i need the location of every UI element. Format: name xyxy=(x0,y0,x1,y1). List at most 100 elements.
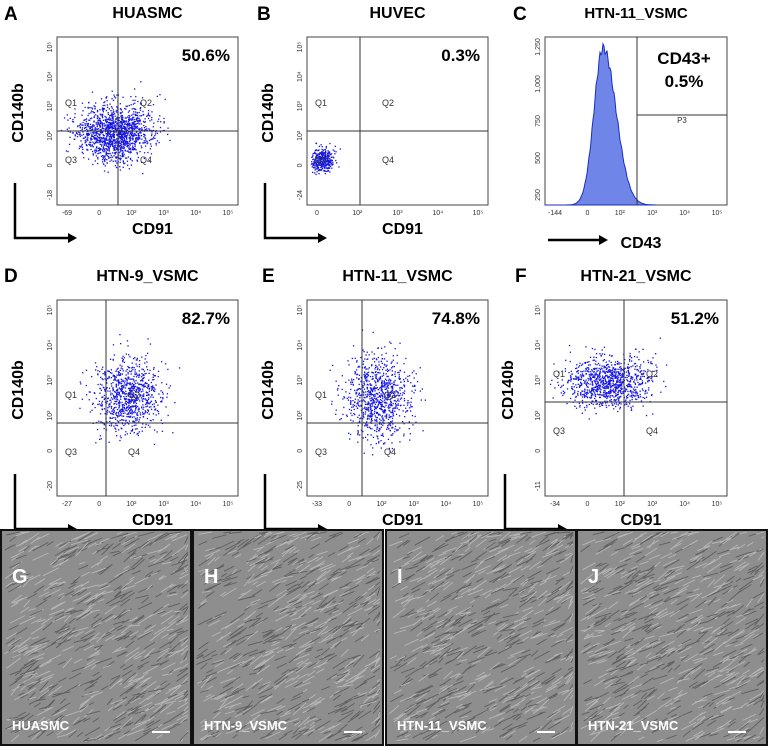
event-dot xyxy=(384,411,385,412)
y-tick-label: 250 xyxy=(535,189,542,201)
event-dot xyxy=(85,127,86,128)
event-dot xyxy=(597,387,598,388)
event-dot xyxy=(619,408,620,409)
event-dot xyxy=(618,363,619,364)
event-dot xyxy=(588,365,589,366)
event-dot xyxy=(120,410,121,411)
event-dot xyxy=(616,403,617,404)
event-dot xyxy=(91,111,92,112)
event-dot xyxy=(352,400,353,401)
event-dot xyxy=(370,408,371,409)
event-dot xyxy=(82,127,83,128)
event-dot xyxy=(93,146,94,147)
event-dot xyxy=(582,371,583,372)
event-dot xyxy=(636,369,637,370)
event-dot xyxy=(358,399,359,400)
event-dot xyxy=(398,409,399,410)
event-dot xyxy=(123,416,124,417)
event-dot xyxy=(568,380,569,381)
event-dot xyxy=(368,375,369,376)
event-dot xyxy=(610,395,611,396)
event-dot xyxy=(325,171,326,172)
event-dot xyxy=(323,166,324,167)
event-dot xyxy=(121,413,122,414)
event-dot xyxy=(604,383,605,384)
event-dot xyxy=(611,399,612,400)
event-dot xyxy=(164,121,165,122)
event-dot xyxy=(122,407,123,408)
event-dot xyxy=(381,402,382,403)
event-dot xyxy=(618,371,619,372)
event-dot xyxy=(111,115,112,116)
x-tick-label: 10⁴ xyxy=(440,501,451,508)
event-dot xyxy=(140,380,141,381)
event-dot xyxy=(368,418,369,419)
event-dot xyxy=(603,366,604,367)
percent-label: 0.3% xyxy=(441,46,480,65)
event-dot xyxy=(332,164,333,165)
event-dot xyxy=(584,397,585,398)
event-dot xyxy=(632,377,633,378)
event-dot xyxy=(115,121,116,122)
event-dot xyxy=(92,108,93,109)
event-dot xyxy=(325,173,326,174)
event-dot xyxy=(105,158,106,159)
y-tick-label: 0 xyxy=(535,449,542,453)
event-dot xyxy=(377,397,378,398)
event-dot xyxy=(365,380,366,381)
y-tick-label: 10⁵ xyxy=(47,305,54,316)
x-tick-label: 10⁴ xyxy=(679,501,690,508)
event-dot xyxy=(615,396,616,397)
event-dot xyxy=(144,371,145,372)
percent-label: 74.8% xyxy=(432,309,480,328)
event-dot xyxy=(121,146,122,147)
event-dot xyxy=(631,366,632,367)
event-dot xyxy=(645,383,646,384)
event-dot xyxy=(564,392,565,393)
event-dot xyxy=(386,366,387,367)
event-dot xyxy=(85,125,86,126)
event-dot xyxy=(100,377,101,378)
event-dot xyxy=(113,109,114,110)
event-dot xyxy=(389,414,390,415)
event-dot xyxy=(595,361,596,362)
event-dot xyxy=(367,359,368,360)
event-dot xyxy=(90,112,91,113)
event-dot xyxy=(89,399,90,400)
event-dot xyxy=(139,128,140,129)
event-dot xyxy=(131,127,132,128)
event-dot xyxy=(620,375,621,376)
event-dot xyxy=(625,403,626,404)
event-dot xyxy=(354,371,355,372)
event-dot xyxy=(139,419,140,420)
event-dot xyxy=(95,102,96,103)
event-dot xyxy=(372,379,373,380)
event-dot xyxy=(635,363,636,364)
event-dot xyxy=(588,379,589,380)
event-dot xyxy=(367,424,368,425)
event-dot xyxy=(116,162,117,163)
event-dot xyxy=(627,380,628,381)
event-dot xyxy=(77,133,78,134)
event-dot xyxy=(420,367,421,368)
event-dot xyxy=(140,81,141,82)
event-dot xyxy=(155,384,156,385)
event-dot xyxy=(602,376,603,377)
event-dot xyxy=(131,115,132,116)
x-axis-label: CD91 xyxy=(132,512,173,529)
event-dot xyxy=(648,387,649,388)
event-dot xyxy=(141,145,142,146)
event-dot xyxy=(369,354,370,355)
event-dot xyxy=(592,393,593,394)
event-dot xyxy=(133,376,134,377)
event-dot xyxy=(129,384,130,385)
event-dot xyxy=(367,394,368,395)
event-dot xyxy=(604,388,605,389)
event-dot xyxy=(132,362,133,363)
event-dot xyxy=(128,416,129,417)
event-dot xyxy=(392,370,393,371)
event-dot xyxy=(82,152,83,153)
event-dot xyxy=(635,366,636,367)
y-tick-label: -20 xyxy=(47,481,54,491)
event-dot xyxy=(153,390,154,391)
